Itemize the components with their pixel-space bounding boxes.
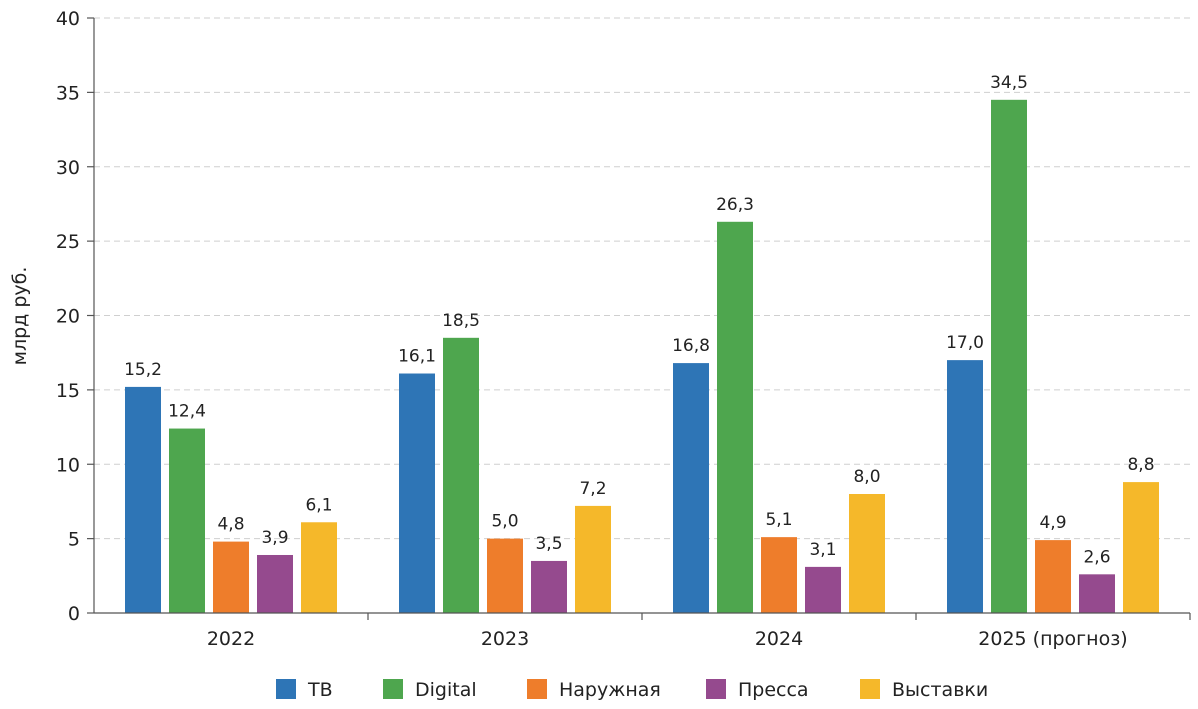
bar <box>1035 540 1071 613</box>
data-label: 26,3 <box>716 195 754 215</box>
y-tick-label: 15 <box>56 380 80 402</box>
bars <box>125 99 1159 613</box>
bar <box>1123 482 1159 613</box>
data-label: 4,8 <box>217 515 244 535</box>
bar <box>673 363 709 613</box>
data-labels: 15,2 12,4 4,8 3,9 6,1 16,1 18,5 5,0 3,5 7,2 16,8 26… <box>124 73 1154 568</box>
data-label: 5,1 <box>765 510 792 530</box>
bar <box>487 538 523 613</box>
bar <box>1079 574 1115 613</box>
legend-label: Пресса <box>738 679 809 701</box>
data-label: 16,8 <box>672 336 710 356</box>
legend-label: Наружная <box>559 679 661 701</box>
y-tick-label: 40 <box>56 8 80 30</box>
bar <box>849 494 885 613</box>
y-tick-label: 0 <box>68 603 80 625</box>
data-label: 3,5 <box>535 534 562 554</box>
y-axis-title: млрд руб. <box>9 267 31 366</box>
y-tick-label: 5 <box>68 529 80 551</box>
data-label: 3,1 <box>809 540 836 560</box>
y-tick-label: 10 <box>56 454 80 476</box>
bar <box>531 560 567 613</box>
bar <box>213 541 249 613</box>
bar <box>169 428 205 613</box>
bar <box>301 522 337 613</box>
x-tick-label: 2022 <box>207 628 255 650</box>
data-label: 8,0 <box>853 467 880 487</box>
bar <box>717 221 753 613</box>
legend-swatch <box>527 679 547 699</box>
y-tick-label: 25 <box>56 231 80 253</box>
legend-swatch <box>276 679 296 699</box>
bar <box>575 505 611 613</box>
data-label: 34,5 <box>990 73 1028 93</box>
data-label: 4,9 <box>1039 513 1066 533</box>
legend-label: Выставки <box>892 679 988 701</box>
x-tick-label: 2024 <box>755 628 803 650</box>
data-label: 3,9 <box>261 528 288 548</box>
bar <box>443 337 479 613</box>
legend-swatch <box>706 679 726 699</box>
y-tick-label: 30 <box>56 157 80 179</box>
data-label: 16,1 <box>398 347 436 367</box>
data-label: 18,5 <box>442 311 480 331</box>
x-tick-label: 2025 (прогноз) <box>978 628 1127 650</box>
data-label: 12,4 <box>168 402 206 422</box>
legend: ТВ Digital Наружная Пресса Выставки <box>276 679 988 701</box>
data-label: 8,8 <box>1127 455 1154 475</box>
bar <box>257 554 293 613</box>
bar <box>399 373 435 613</box>
legend-swatch <box>860 679 880 699</box>
x-axis-ticks: 2022 2023 2024 2025 (прогноз) <box>207 613 1191 650</box>
data-label: 6,1 <box>305 495 332 515</box>
bar <box>991 99 1027 613</box>
y-axis-ticks: 0 5 10 15 20 25 30 35 40 <box>56 8 94 625</box>
y-tick-label: 20 <box>56 306 80 328</box>
data-label: 15,2 <box>124 360 162 380</box>
bar <box>125 386 161 613</box>
bar <box>761 537 797 613</box>
x-tick-label: 2023 <box>481 628 529 650</box>
legend-label: Digital <box>415 679 477 701</box>
data-label: 2,6 <box>1083 547 1110 567</box>
y-tick-label: 35 <box>56 82 80 104</box>
bar <box>947 360 983 613</box>
legend-label: ТВ <box>307 679 333 701</box>
legend-swatch <box>383 679 403 699</box>
data-label: 7,2 <box>579 479 606 499</box>
bar <box>805 566 841 613</box>
data-label: 5,0 <box>491 512 518 532</box>
data-label: 17,0 <box>946 333 984 353</box>
